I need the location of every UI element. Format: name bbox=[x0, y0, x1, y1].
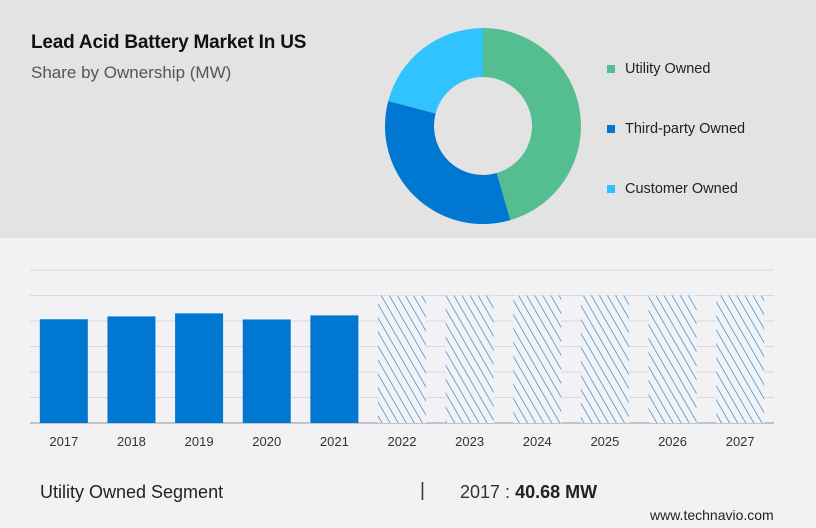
x-tick-label: 2022 bbox=[388, 434, 417, 449]
segment-year: 2017 bbox=[460, 482, 501, 502]
legend-item-customer-owned: Customer Owned bbox=[607, 181, 738, 197]
legend-label: Third-party Owned bbox=[625, 121, 746, 137]
donut-slice-third-party-owned bbox=[385, 101, 511, 224]
x-tick-label: 2020 bbox=[252, 434, 281, 449]
forecast-bar-2023 bbox=[445, 295, 494, 423]
x-tick-label: 2026 bbox=[658, 434, 687, 449]
segment-label: Utility Owned Segment bbox=[40, 482, 224, 502]
x-tick-label: 2027 bbox=[726, 434, 755, 449]
bar-2018 bbox=[107, 316, 156, 423]
bar-2020 bbox=[242, 319, 291, 423]
chart-subtitle: Share by Ownership (MW) bbox=[31, 63, 232, 82]
chart-title: Lead Acid Battery Market In US bbox=[31, 32, 307, 53]
website-link[interactable]: www.technavio.com bbox=[650, 507, 774, 523]
forecast-bar-2024 bbox=[513, 295, 562, 423]
legend-swatch bbox=[607, 65, 615, 73]
forecast-bar-2022 bbox=[378, 295, 426, 423]
forecast-bar-2025 bbox=[580, 295, 629, 423]
bar-2019 bbox=[175, 313, 224, 423]
segment-value-number: 40.68 MW bbox=[515, 482, 598, 502]
x-tick-label: 2023 bbox=[455, 434, 484, 449]
x-tick-label: 2017 bbox=[49, 434, 78, 449]
x-tick-label: 2021 bbox=[320, 434, 349, 449]
footer-separator: | bbox=[420, 480, 425, 501]
legend-item-third-party-owned: Third-party Owned bbox=[607, 121, 745, 137]
x-tick-label: 2018 bbox=[117, 434, 146, 449]
donut-slice-utility-owned bbox=[483, 28, 581, 221]
legend-swatch bbox=[607, 185, 615, 193]
forecast-bar-2027 bbox=[716, 295, 765, 423]
x-axis-ticks: 2017 2018 2019 2020 2021 2022 2023 2024 2025 2026… bbox=[49, 434, 754, 449]
bar-2021 bbox=[310, 315, 359, 423]
x-tick-label: 2019 bbox=[185, 434, 214, 449]
x-tick-label: 2024 bbox=[523, 434, 552, 449]
donut-slice-customer-owned bbox=[388, 28, 483, 114]
legend-label: Utility Owned bbox=[625, 61, 711, 77]
colon: : bbox=[500, 482, 516, 502]
bars bbox=[39, 295, 765, 423]
x-tick-label: 2025 bbox=[590, 434, 619, 449]
legend-label: Customer Owned bbox=[625, 181, 738, 197]
donut-chart bbox=[385, 28, 581, 224]
legend-item-utility-owned: Utility Owned bbox=[607, 61, 710, 77]
bar-2017 bbox=[39, 319, 88, 423]
segment-value: 2017 : 40.68 MW bbox=[460, 482, 597, 503]
legend-swatch bbox=[607, 125, 615, 133]
forecast-bar-2026 bbox=[648, 295, 697, 423]
